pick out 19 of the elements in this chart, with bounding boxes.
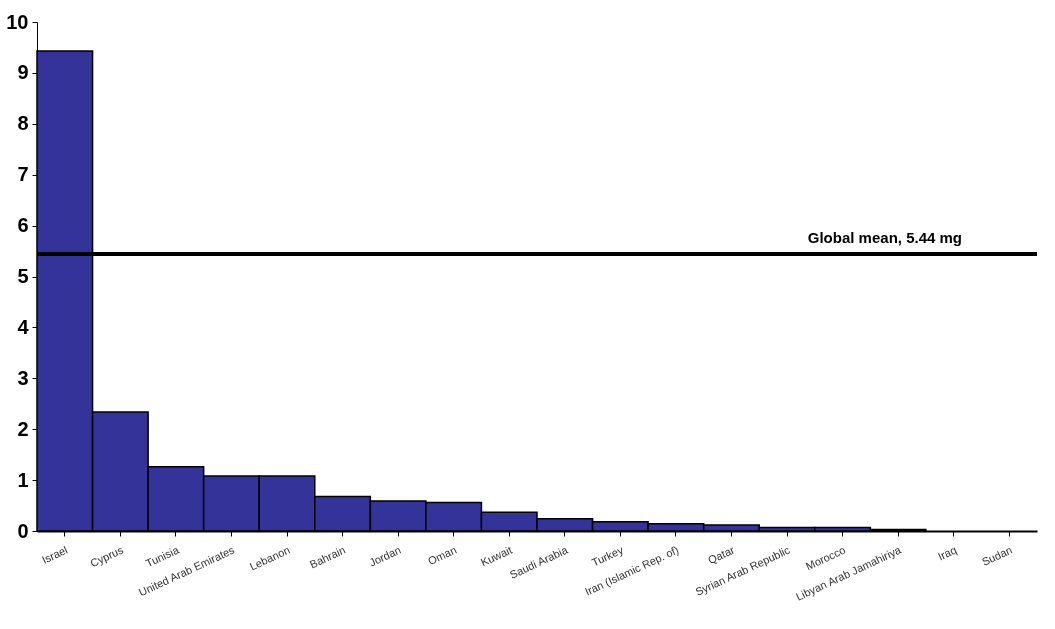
x-tick-label: Iraq (936, 543, 959, 563)
y-tick-label: 6 (17, 214, 29, 237)
ref-line-label: Global mean, 5.44 mg (807, 229, 962, 247)
x-tick-label: Oman (426, 543, 459, 568)
y-tick-label: 4 (17, 315, 30, 338)
y-tick-label: 0 (17, 519, 29, 542)
y-tick-label: 3 (17, 366, 29, 389)
x-tick-label: Tunisia (143, 543, 182, 570)
y-tick-label: 10 (6, 10, 29, 33)
y-tick-label: 8 (17, 112, 29, 135)
y-tick-label: 5 (17, 265, 29, 287)
x-tick-label: Qatar (706, 543, 737, 567)
x-tick-label: Israel (39, 543, 70, 566)
x-tick-label: Jordan (367, 543, 403, 569)
y-tick-label: 7 (17, 163, 29, 186)
y-tick-label: 1 (17, 468, 29, 491)
y-tick-label: 2 (17, 417, 29, 440)
x-tick-label: Sudan (979, 543, 1014, 568)
y-tick-label: 9 (17, 61, 29, 84)
